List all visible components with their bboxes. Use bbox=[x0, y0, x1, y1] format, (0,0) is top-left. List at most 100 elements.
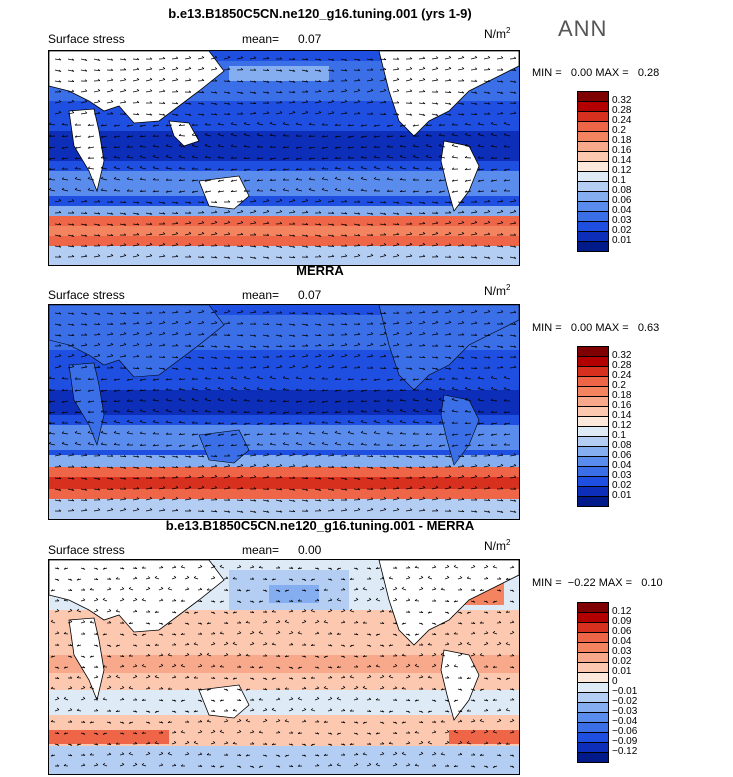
panel-1-min-value: 0.00 bbox=[570, 67, 593, 79]
colorbar-label: 0.1 bbox=[612, 175, 626, 186]
colorbar-swatch bbox=[578, 722, 608, 732]
colorbar-swatch bbox=[578, 426, 608, 436]
colorbar-swatch bbox=[578, 496, 608, 506]
colorbar-label: 0.18 bbox=[612, 135, 632, 146]
colorbar-label: 0.32 bbox=[612, 350, 632, 361]
colorbar-label: 0.02 bbox=[612, 225, 632, 236]
colorbar-swatch bbox=[578, 347, 608, 356]
colorbar-swatch bbox=[578, 692, 608, 702]
colorbar-swatch bbox=[578, 181, 608, 191]
colorbar-label: 0.12 bbox=[612, 420, 632, 431]
panel-2-colorbar bbox=[577, 346, 609, 507]
panel-1-mean-value: 0.07 bbox=[298, 32, 322, 46]
colorbar-label: 0.24 bbox=[612, 370, 632, 381]
colorbar-label: 0.32 bbox=[612, 95, 632, 106]
season-label: ANN bbox=[558, 16, 608, 41]
colorbar-label: 0.14 bbox=[612, 410, 632, 421]
panel-3-units: N/m2 bbox=[484, 538, 511, 553]
panel-3-mean-value: 0.00 bbox=[298, 543, 322, 557]
colorbar-label: 0 bbox=[612, 676, 618, 687]
colorbar-swatch bbox=[578, 603, 608, 612]
panel-2-mean-value: 0.07 bbox=[298, 288, 322, 302]
colorbar-swatch bbox=[578, 406, 608, 416]
colorbar-swatch bbox=[578, 622, 608, 632]
colorbar-swatch bbox=[578, 221, 608, 231]
colorbar-swatch bbox=[578, 131, 608, 141]
colorbar-label: 0.2 bbox=[612, 125, 626, 136]
panel-2-max-value: 0.63 bbox=[637, 322, 660, 334]
colorbar-label: 0.1 bbox=[612, 430, 626, 441]
panel-2-max-label: MAX = bbox=[595, 322, 629, 334]
colorbar-label: 0.28 bbox=[612, 360, 632, 371]
colorbar-label: 0.28 bbox=[612, 105, 632, 116]
colorbar-swatch bbox=[578, 211, 608, 221]
stress-vectors bbox=[49, 309, 517, 513]
colorbar-swatch bbox=[578, 101, 608, 111]
colorbar-label: −0.12 bbox=[612, 746, 638, 757]
colorbar-swatch bbox=[578, 466, 608, 476]
panel-2-mean-label: mean= bbox=[242, 288, 280, 302]
panel-3-mean-label: mean= bbox=[242, 543, 280, 557]
panel-1-max-label: MAX = bbox=[595, 67, 629, 79]
colorbar-label: 0.04 bbox=[612, 636, 632, 647]
colorbar-label: 0.01 bbox=[612, 235, 632, 246]
colorbar-label: 0.03 bbox=[612, 646, 632, 657]
panel-3-title: b.e13.B1850C5CN.ne120_g16.tuning.001 - M… bbox=[165, 518, 475, 533]
colorbar-swatch bbox=[578, 672, 608, 682]
colorbar-label: 0.01 bbox=[612, 490, 632, 501]
colorbar-swatch bbox=[578, 161, 608, 171]
colorbar-swatch bbox=[578, 662, 608, 672]
colorbar-label: 0.12 bbox=[612, 165, 632, 176]
colorbar-swatch bbox=[578, 201, 608, 211]
colorbar-swatch bbox=[578, 476, 608, 486]
panel-2-min-max: MIN = 0.00 MAX = 0.63 bbox=[532, 322, 659, 334]
colorbar-swatch bbox=[578, 151, 608, 161]
colorbar-swatch bbox=[578, 171, 608, 181]
colorbar-label: 0.03 bbox=[612, 470, 632, 481]
panel-2-variable: Surface stress bbox=[48, 288, 125, 302]
colorbar-swatch bbox=[578, 92, 608, 101]
panel-1-map bbox=[48, 50, 520, 266]
colorbar-label: −0.09 bbox=[612, 736, 638, 747]
panel-3-min-max: MIN = −0.22 MAX = 0.10 bbox=[532, 577, 663, 589]
colorbar-swatch bbox=[578, 436, 608, 446]
panel-1-min-max: MIN = 0.00 MAX = 0.28 bbox=[532, 67, 659, 79]
colorbar-swatch bbox=[578, 111, 608, 121]
colorbar-swatch bbox=[578, 141, 608, 151]
colorbar-swatch bbox=[578, 241, 608, 251]
panel-3-min-value: −0.22 bbox=[567, 577, 596, 589]
colorbar-swatch bbox=[578, 732, 608, 742]
colorbar-swatch bbox=[578, 376, 608, 386]
colorbar-label: 0.12 bbox=[612, 606, 632, 617]
panel-2-map bbox=[48, 304, 520, 520]
colorbar-label: 0.18 bbox=[612, 390, 632, 401]
colorbar-label: 0.09 bbox=[612, 616, 632, 627]
panel-2-title: MERRA bbox=[296, 263, 344, 278]
panel-2-min-label: MIN = bbox=[532, 322, 562, 334]
colorbar-label: 0.04 bbox=[612, 205, 632, 216]
panel-1-min-label: MIN = bbox=[532, 67, 562, 79]
colorbar-label: 0.08 bbox=[612, 440, 632, 451]
panel-1-colorbar bbox=[577, 91, 609, 252]
panel-1-max-value: 0.28 bbox=[637, 67, 660, 79]
panel-3-variable: Surface stress bbox=[48, 543, 125, 557]
colorbar-label: 0.2 bbox=[612, 380, 626, 391]
colorbar-label: 0.03 bbox=[612, 215, 632, 226]
colorbar-swatch bbox=[578, 416, 608, 426]
panel-3-colorbar bbox=[577, 602, 609, 763]
colorbar-swatch bbox=[578, 456, 608, 466]
colorbar-swatch bbox=[578, 356, 608, 366]
colorbar-swatch bbox=[578, 191, 608, 201]
stress-vectors bbox=[49, 55, 517, 259]
panel-3-min-label: MIN = bbox=[532, 577, 562, 589]
colorbar-swatch bbox=[578, 742, 608, 752]
colorbar-label: 0.01 bbox=[612, 666, 632, 677]
panel-3-map bbox=[48, 559, 520, 775]
colorbar-label: 0.16 bbox=[612, 145, 632, 156]
colorbar-label: 0.06 bbox=[612, 450, 632, 461]
colorbar-label: 0.24 bbox=[612, 115, 632, 126]
colorbar-label: 0.08 bbox=[612, 185, 632, 196]
panel-3-max-value: 0.10 bbox=[641, 577, 663, 589]
colorbar-label: 0.06 bbox=[612, 195, 632, 206]
colorbar-swatch bbox=[578, 446, 608, 456]
